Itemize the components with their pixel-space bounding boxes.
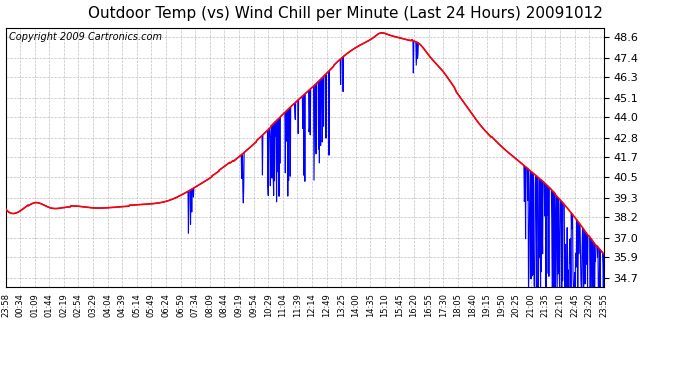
Text: Outdoor Temp (vs) Wind Chill per Minute (Last 24 Hours) 20091012: Outdoor Temp (vs) Wind Chill per Minute … [88,6,602,21]
Text: Copyright 2009 Cartronics.com: Copyright 2009 Cartronics.com [8,32,161,42]
